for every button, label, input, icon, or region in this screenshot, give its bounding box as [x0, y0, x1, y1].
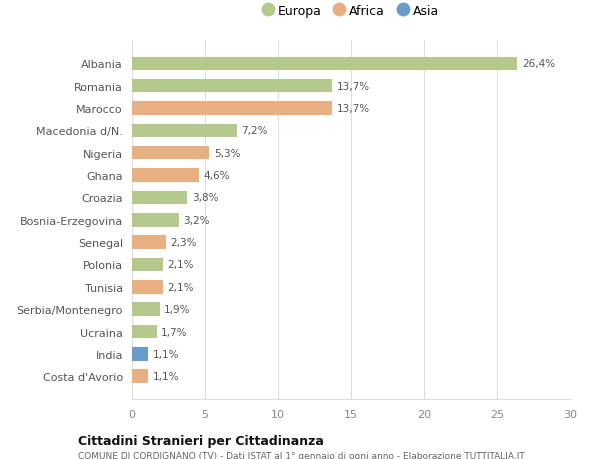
Bar — [132, 124, 237, 138]
Bar — [132, 57, 517, 71]
Text: 2,3%: 2,3% — [170, 238, 196, 247]
Text: 5,3%: 5,3% — [214, 148, 240, 158]
Text: 1,9%: 1,9% — [164, 304, 191, 314]
Text: 3,8%: 3,8% — [192, 193, 218, 203]
Bar — [132, 191, 187, 205]
Text: 13,7%: 13,7% — [337, 104, 370, 114]
Text: 2,1%: 2,1% — [167, 260, 194, 270]
Bar — [132, 258, 163, 272]
Bar — [132, 303, 160, 316]
Text: 4,6%: 4,6% — [203, 171, 230, 181]
Legend: Europa, Africa, Asia: Europa, Africa, Asia — [263, 5, 439, 17]
Text: 13,7%: 13,7% — [337, 82, 370, 91]
Bar — [132, 236, 166, 249]
Bar — [132, 369, 148, 383]
Text: 26,4%: 26,4% — [522, 59, 555, 69]
Bar — [132, 169, 199, 182]
Bar — [132, 280, 163, 294]
Text: 1,7%: 1,7% — [161, 327, 188, 337]
Text: 1,1%: 1,1% — [152, 371, 179, 381]
Text: 7,2%: 7,2% — [241, 126, 268, 136]
Text: 1,1%: 1,1% — [152, 349, 179, 359]
Bar — [132, 80, 332, 93]
Bar — [132, 325, 157, 338]
Bar — [132, 213, 179, 227]
Text: 2,1%: 2,1% — [167, 282, 194, 292]
Bar — [132, 147, 209, 160]
Text: Cittadini Stranieri per Cittadinanza: Cittadini Stranieri per Cittadinanza — [78, 434, 324, 447]
Text: 3,2%: 3,2% — [183, 215, 209, 225]
Bar — [132, 347, 148, 361]
Bar — [132, 102, 332, 116]
Text: COMUNE DI CORDIGNANO (TV) - Dati ISTAT al 1° gennaio di ogni anno - Elaborazione: COMUNE DI CORDIGNANO (TV) - Dati ISTAT a… — [78, 451, 525, 459]
